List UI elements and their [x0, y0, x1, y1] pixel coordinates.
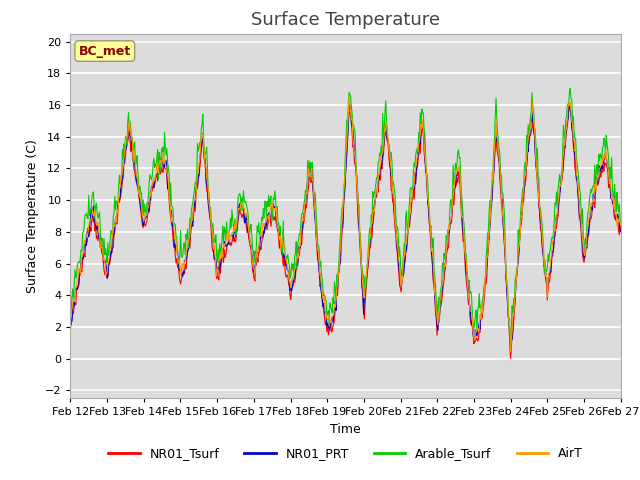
NR01_PRT	[429, 256, 436, 262]
Arable_Tsurf	[429, 245, 436, 251]
Line: Arable_Tsurf: Arable_Tsurf	[70, 88, 621, 345]
Arable_Tsurf	[413, 148, 420, 154]
Arable_Tsurf	[189, 199, 196, 205]
AirT	[133, 174, 141, 180]
Line: NR01_Tsurf: NR01_Tsurf	[70, 107, 621, 358]
NR01_Tsurf	[507, 355, 515, 361]
NR01_PRT	[189, 217, 196, 223]
Line: AirT: AirT	[70, 96, 621, 351]
Arable_Tsurf	[133, 153, 141, 158]
NR01_PRT	[413, 166, 420, 171]
Y-axis label: Surface Temperature (C): Surface Temperature (C)	[26, 139, 39, 293]
NR01_Tsurf	[133, 178, 141, 184]
Arable_Tsurf	[566, 85, 574, 91]
Arable_Tsurf	[507, 342, 515, 348]
NR01_Tsurf	[429, 263, 436, 269]
AirT	[189, 214, 196, 220]
Title: Surface Temperature: Surface Temperature	[251, 11, 440, 29]
NR01_PRT	[218, 252, 226, 258]
AirT	[77, 271, 84, 276]
AirT	[507, 348, 515, 354]
Arable_Tsurf	[617, 219, 625, 225]
AirT	[345, 94, 353, 99]
AirT	[218, 255, 226, 261]
NR01_PRT	[67, 327, 74, 333]
Arable_Tsurf	[67, 326, 74, 332]
X-axis label: Time: Time	[330, 423, 361, 436]
NR01_Tsurf	[67, 317, 74, 323]
NR01_Tsurf	[189, 223, 196, 229]
NR01_PRT	[133, 181, 141, 187]
NR01_Tsurf	[218, 254, 226, 260]
NR01_Tsurf	[617, 223, 625, 229]
NR01_Tsurf	[413, 168, 420, 174]
NR01_Tsurf	[565, 104, 573, 109]
AirT	[617, 222, 625, 228]
AirT	[67, 312, 74, 318]
Text: BC_met: BC_met	[79, 45, 131, 58]
NR01_PRT	[507, 342, 515, 348]
AirT	[429, 260, 437, 265]
AirT	[413, 154, 421, 160]
Legend: NR01_Tsurf, NR01_PRT, Arable_Tsurf, AirT: NR01_Tsurf, NR01_PRT, Arable_Tsurf, AirT	[103, 442, 588, 465]
Arable_Tsurf	[77, 255, 84, 261]
NR01_Tsurf	[77, 272, 84, 277]
Arable_Tsurf	[218, 238, 226, 243]
NR01_PRT	[566, 102, 573, 108]
NR01_PRT	[617, 228, 625, 233]
NR01_PRT	[77, 269, 84, 275]
Line: NR01_PRT: NR01_PRT	[70, 105, 621, 345]
